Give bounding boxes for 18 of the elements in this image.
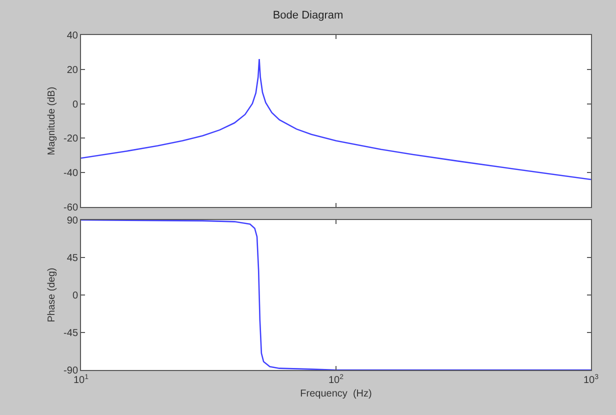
y-tick-label: -40 <box>64 168 78 180</box>
y-tick-label: -45 <box>64 328 78 339</box>
y-tick-label: 20 <box>66 64 78 76</box>
y-tick-label: 0 <box>72 290 78 302</box>
y-tick-label: 90 <box>66 216 78 226</box>
x-tick-label: 10$^{1}$ <box>73 374 89 386</box>
y-tick-label: -60 <box>64 202 78 214</box>
x-tick-label: 10$^{3}$ <box>583 374 599 386</box>
y-tick-label: -90 <box>64 366 78 376</box>
y-tick-label: 45 <box>66 253 78 264</box>
chart-title: Bode Diagram <box>272 10 344 22</box>
y-axis-title: Phase (deg) <box>46 268 58 322</box>
y-tick-label: -20 <box>64 134 78 145</box>
y-tick-label: 40 <box>66 30 78 42</box>
x-tick-label: 10$^{2}$ <box>328 374 344 386</box>
x-axis-title: Frequency (Hz) <box>300 388 372 400</box>
y-axis-title: Magnitude (dB) <box>46 86 58 156</box>
y-tick-label: 0 <box>72 99 78 110</box>
